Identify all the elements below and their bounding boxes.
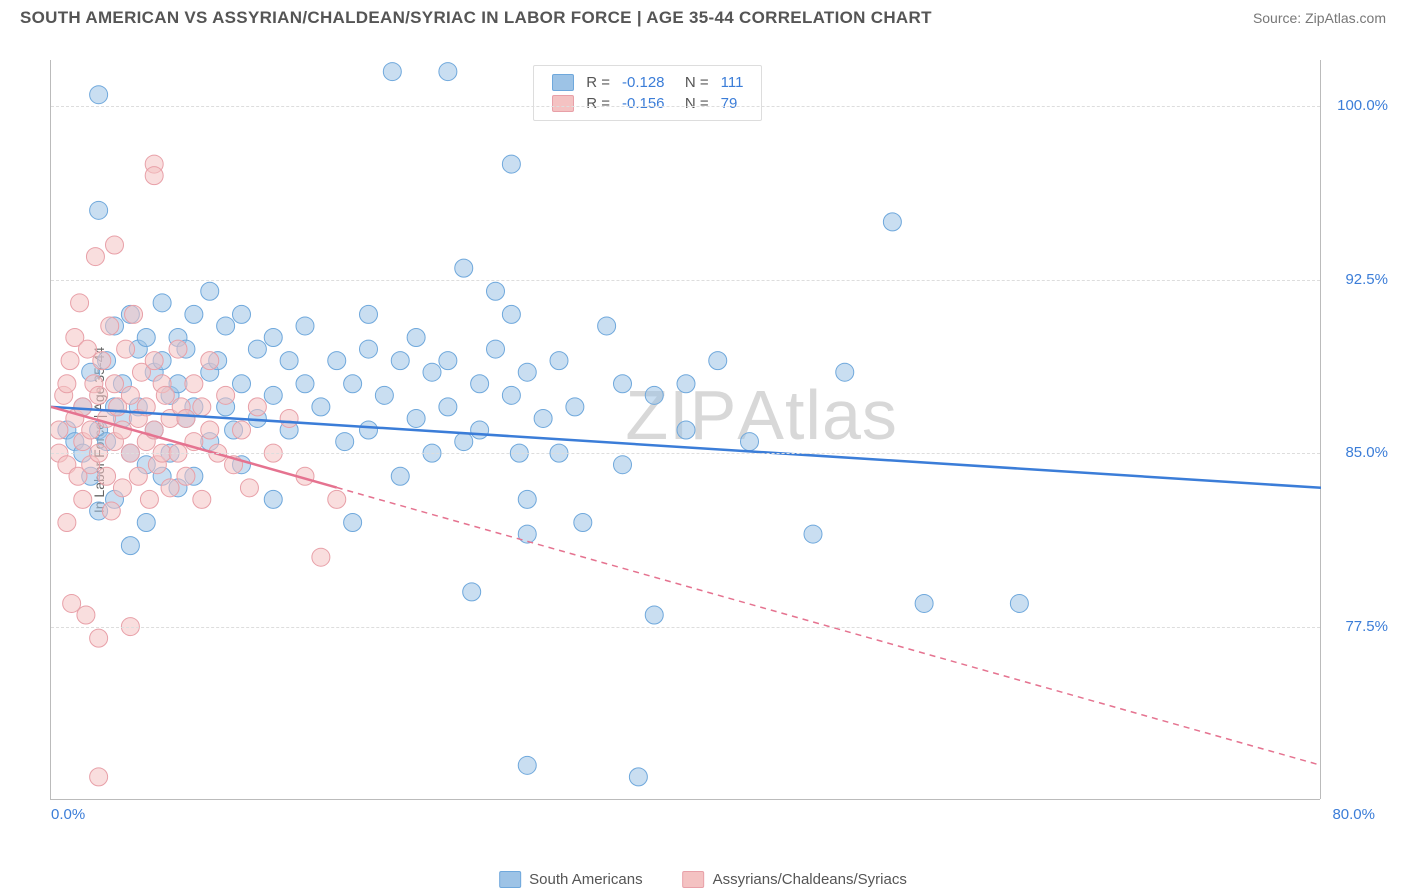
gridline: [51, 453, 1320, 454]
n-label-2: N =: [677, 95, 709, 112]
correlation-legend: R = -0.128 N = 111 R = -0.156 N = 79: [533, 65, 762, 121]
r-value-1: -0.128: [622, 74, 665, 91]
n-value-1: 111: [721, 74, 744, 91]
legend-bottom-swatch-2: [683, 871, 705, 888]
x-tick-label: 80.0%: [1332, 806, 1375, 823]
legend-bottom-label-1: South Americans: [529, 871, 642, 888]
y-tick-label: 85.0%: [1345, 444, 1388, 461]
chart-plot-area: In Labor Force | Age 35-44 ZIPAtlas R = …: [50, 60, 1320, 800]
r-label-1: R =: [586, 74, 610, 91]
r-label-2: R =: [586, 95, 610, 112]
y-tick-label: 77.5%: [1345, 618, 1388, 635]
source-label: Source: ZipAtlas.com: [1253, 10, 1386, 26]
n-label-1: N =: [677, 74, 709, 91]
y-tick-label: 100.0%: [1337, 97, 1388, 114]
legend-bottom-label-2: Assyrians/Chaldeans/Syriacs: [713, 871, 907, 888]
gridline: [51, 280, 1320, 281]
y-tick-label: 92.5%: [1345, 271, 1388, 288]
legend-item-1: South Americans: [499, 871, 642, 888]
x-tick-label: 0.0%: [51, 806, 85, 823]
n-value-2: 79: [721, 95, 738, 112]
legend-bottom-swatch-1: [499, 871, 521, 888]
legend-row-series-1: R = -0.128 N = 111: [552, 72, 743, 93]
legend-swatch-1: [552, 74, 574, 91]
chart-svg: [51, 60, 1321, 800]
gridline: [51, 106, 1320, 107]
r-value-2: -0.156: [622, 95, 665, 112]
chart-title: SOUTH AMERICAN VS ASSYRIAN/CHALDEAN/SYRI…: [20, 8, 932, 28]
legend-bottom: South Americans Assyrians/Chaldeans/Syri…: [499, 871, 907, 888]
legend-row-series-2: R = -0.156 N = 79: [552, 93, 743, 114]
gridline: [51, 627, 1320, 628]
legend-item-2: Assyrians/Chaldeans/Syriacs: [683, 871, 907, 888]
legend-swatch-2: [552, 95, 574, 112]
